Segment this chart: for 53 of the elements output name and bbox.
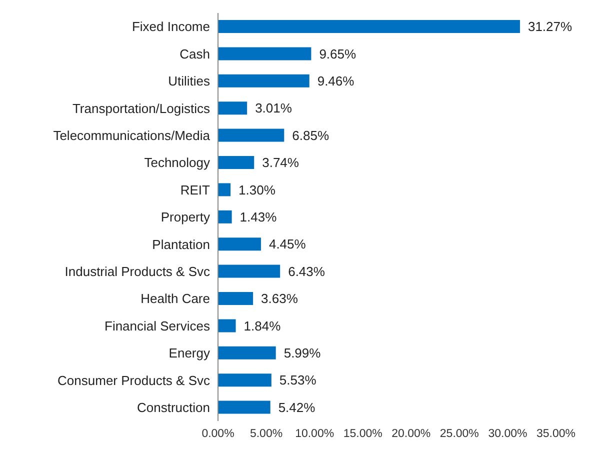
bar: [218, 210, 232, 224]
data-label: 4.45%: [268, 236, 306, 252]
bar: [218, 319, 236, 332]
y-tick-label: Fixed Income: [132, 19, 210, 34]
data-label: 3.74%: [262, 155, 300, 170]
x-tick-label: 20.00%: [392, 428, 431, 440]
y-tick-label: Technology: [144, 155, 210, 170]
y-tick-label: Property: [160, 210, 210, 225]
bar: [218, 292, 254, 305]
bar: [218, 346, 276, 360]
data-label: 31.27%: [528, 19, 573, 34]
data-label: 9.46%: [317, 74, 355, 89]
y-tick-label: Construction: [137, 400, 210, 416]
y-tick-label: Industrial Products & Svc: [64, 264, 210, 280]
data-label: 9.65%: [319, 46, 356, 62]
y-tick-label: Transportation/Logistics: [72, 100, 210, 116]
y-tick-label: Consumer Products & Svc: [58, 372, 210, 388]
x-tick-label: 30.00%: [488, 428, 528, 440]
data-label: 5.42%: [278, 400, 316, 415]
bar: [218, 156, 254, 169]
bar: [218, 374, 272, 387]
y-tick-label: Energy: [168, 346, 210, 361]
data-label: 3.63%: [261, 291, 298, 306]
y-tick-label: Telecommunications/Media: [53, 128, 211, 144]
x-tick-label: 25.00%: [440, 428, 479, 440]
x-tick-label: 15.00%: [343, 428, 382, 440]
bar: [218, 47, 312, 60]
bar: [218, 183, 231, 196]
bar: [218, 128, 284, 142]
data-label: 1.43%: [240, 210, 278, 225]
x-tick-label: 0.00%: [202, 428, 234, 440]
data-label: 1.30%: [238, 182, 276, 198]
y-tick-label: Utilities: [168, 74, 210, 89]
bar: [218, 400, 270, 414]
y-tick-label: Financial Services: [104, 318, 210, 334]
y-tick-label: Health Care: [140, 291, 210, 306]
x-tick-label: 5.00%: [250, 428, 283, 440]
data-label: 5.53%: [279, 372, 317, 388]
bar: [218, 238, 261, 251]
y-tick-label: REIT: [180, 182, 210, 198]
data-label: 5.99%: [284, 346, 322, 361]
x-tick-label: 35.00%: [536, 428, 576, 440]
data-label: 6.43%: [288, 264, 326, 279]
bar: [218, 74, 310, 88]
data-label: 3.01%: [255, 100, 292, 116]
data-label: 1.84%: [244, 318, 282, 334]
bar: [218, 20, 520, 33]
bar: [218, 102, 248, 115]
x-tick-label: 10.00%: [295, 428, 334, 440]
data-label: 6.85%: [292, 128, 330, 143]
bar: [218, 264, 280, 278]
y-tick-label: Plantation: [152, 236, 210, 252]
y-tick-label: Cash: [180, 46, 210, 62]
